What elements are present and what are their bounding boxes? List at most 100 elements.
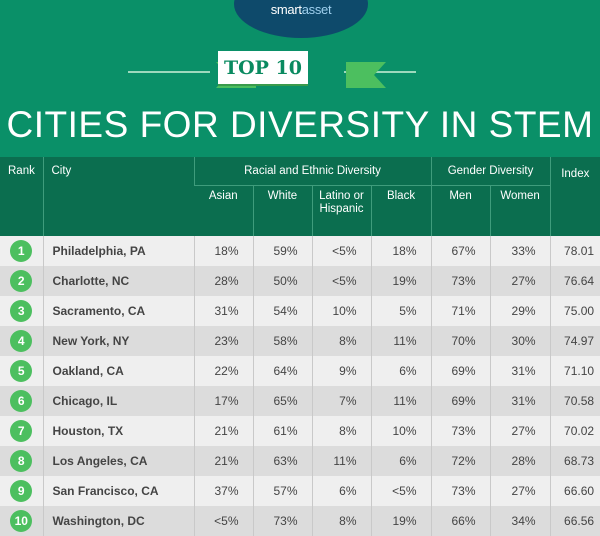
city-cell: Chicago, IL bbox=[42, 385, 194, 416]
index-cell: 75.00 bbox=[549, 295, 600, 326]
black-cell: 10% bbox=[370, 415, 432, 446]
rank-cell: 9 bbox=[0, 475, 43, 506]
rank-badge: 1 bbox=[10, 239, 33, 262]
city-cell: Sacramento, CA bbox=[42, 295, 194, 326]
table-row: 2 Charlotte, NC 28% 50% <5% 19% 73% 27% 76.64 bbox=[0, 265, 600, 296]
rank-cell: 3 bbox=[0, 295, 43, 326]
black-cell: 19% bbox=[370, 505, 432, 536]
latino-cell: 8% bbox=[311, 505, 371, 536]
black-cell: <5% bbox=[370, 475, 432, 506]
city-cell: New York, NY bbox=[42, 325, 194, 356]
asian-cell: 31% bbox=[193, 295, 253, 326]
asian-cell: 23% bbox=[193, 325, 253, 356]
table-row: 7 Houston, TX 21% 61% 8% 10% 73% 27% 70.02 bbox=[0, 415, 600, 446]
header-index: Index bbox=[549, 157, 600, 236]
index-cell: 76.64 bbox=[549, 265, 600, 296]
header-racial-group: Racial and Ethnic Diversity bbox=[193, 157, 432, 186]
index-cell: 71.10 bbox=[549, 355, 600, 386]
rank-badge: 8 bbox=[10, 449, 33, 472]
city-cell: Los Angeles, CA bbox=[42, 445, 194, 476]
white-cell: 54% bbox=[252, 295, 312, 326]
women-cell: 27% bbox=[489, 475, 551, 506]
city-cell: Washington, DC bbox=[42, 505, 194, 536]
black-cell: 18% bbox=[370, 235, 432, 266]
men-cell: 73% bbox=[430, 475, 491, 506]
table-row: 9 San Francisco, CA 37% 57% 6% <5% 73% 27% 66.60 bbox=[0, 475, 600, 506]
rankings-table: Rank City Racial and Ethnic Diversity Ge… bbox=[0, 157, 600, 536]
latino-cell: 11% bbox=[311, 445, 371, 476]
rank-cell: 7 bbox=[0, 415, 43, 446]
white-cell: 73% bbox=[252, 505, 312, 536]
men-cell: 73% bbox=[430, 265, 491, 296]
divider-left bbox=[128, 71, 210, 73]
table-row: 1 Philadelphia, PA 18% 59% <5% 18% 67% 33% 78.01 bbox=[0, 235, 600, 266]
rank-badge: 6 bbox=[10, 389, 33, 412]
rank-badge: 9 bbox=[10, 479, 33, 502]
white-cell: 64% bbox=[252, 355, 312, 386]
rank-cell: 1 bbox=[0, 235, 43, 266]
white-cell: 61% bbox=[252, 415, 312, 446]
table-row: 3 Sacramento, CA 31% 54% 10% 5% 71% 29% 75.00 bbox=[0, 295, 600, 326]
white-cell: 58% bbox=[252, 325, 312, 356]
white-cell: 59% bbox=[252, 235, 312, 266]
asian-cell: 37% bbox=[193, 475, 253, 506]
asian-cell: <5% bbox=[193, 505, 253, 536]
city-cell: San Francisco, CA bbox=[42, 475, 194, 506]
header-men: Men bbox=[430, 185, 491, 236]
city-cell: Philadelphia, PA bbox=[42, 235, 194, 266]
white-cell: 50% bbox=[252, 265, 312, 296]
logo-text-asset: asset bbox=[301, 2, 332, 17]
men-cell: 70% bbox=[430, 325, 491, 356]
header-asian: Asian bbox=[194, 185, 253, 236]
black-cell: 19% bbox=[370, 265, 432, 296]
latino-cell: 8% bbox=[311, 415, 371, 446]
men-cell: 71% bbox=[430, 295, 491, 326]
asian-cell: 28% bbox=[193, 265, 253, 296]
index-cell: 78.01 bbox=[549, 235, 600, 266]
index-cell: 66.60 bbox=[549, 475, 600, 506]
table-row: 6 Chicago, IL 17% 65% 7% 11% 69% 31% 70.58 bbox=[0, 385, 600, 416]
index-cell: 70.02 bbox=[549, 415, 600, 446]
white-cell: 63% bbox=[252, 445, 312, 476]
rank-badge: 7 bbox=[10, 419, 33, 442]
index-cell: 70.58 bbox=[549, 385, 600, 416]
header-gender-group: Gender Diversity bbox=[430, 157, 551, 186]
latino-cell: 6% bbox=[311, 475, 371, 506]
asian-cell: 21% bbox=[193, 445, 253, 476]
men-cell: 73% bbox=[430, 415, 491, 446]
logo-text-smart: smart bbox=[270, 2, 302, 17]
men-cell: 67% bbox=[430, 235, 491, 266]
header-women: Women bbox=[489, 185, 551, 236]
header-rank: Rank bbox=[0, 157, 43, 236]
rank-cell: 10 bbox=[0, 505, 43, 536]
city-cell: Charlotte, NC bbox=[42, 265, 194, 296]
men-cell: 69% bbox=[430, 385, 491, 416]
asian-cell: 17% bbox=[193, 385, 253, 416]
latino-cell: 8% bbox=[311, 325, 371, 356]
women-cell: 28% bbox=[489, 445, 551, 476]
header-black: Black bbox=[370, 185, 432, 236]
rank-cell: 8 bbox=[0, 445, 43, 476]
men-cell: 72% bbox=[430, 445, 491, 476]
header-latino: Latino or Hispanic bbox=[311, 185, 371, 236]
table-row: 4 New York, NY 23% 58% 8% 11% 70% 30% 74.97 bbox=[0, 325, 600, 356]
latino-cell: 9% bbox=[311, 355, 371, 386]
index-cell: 66.56 bbox=[549, 505, 600, 536]
top10-badge: TOP 10 bbox=[218, 51, 308, 84]
women-cell: 33% bbox=[489, 235, 551, 266]
women-cell: 31% bbox=[489, 385, 551, 416]
women-cell: 31% bbox=[489, 355, 551, 386]
black-cell: 5% bbox=[370, 295, 432, 326]
black-cell: 11% bbox=[370, 325, 432, 356]
latino-cell: <5% bbox=[311, 235, 371, 266]
rank-badge: 5 bbox=[10, 359, 33, 382]
women-cell: 27% bbox=[489, 265, 551, 296]
city-cell: Houston, TX bbox=[42, 415, 194, 446]
table-row: 8 Los Angeles, CA 21% 63% 11% 6% 72% 28% 68.73 bbox=[0, 445, 600, 476]
women-cell: 27% bbox=[489, 415, 551, 446]
white-cell: 65% bbox=[252, 385, 312, 416]
rank-badge: 10 bbox=[10, 509, 33, 532]
ribbon-right bbox=[346, 62, 386, 88]
index-cell: 74.97 bbox=[549, 325, 600, 356]
latino-cell: 10% bbox=[311, 295, 371, 326]
